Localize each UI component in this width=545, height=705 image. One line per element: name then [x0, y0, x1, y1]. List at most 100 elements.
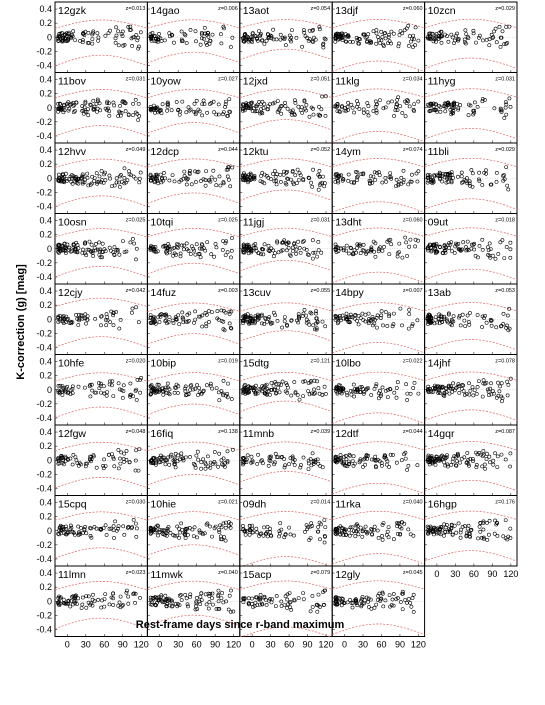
data-point	[285, 176, 290, 181]
data-point	[287, 525, 292, 530]
panel-title: 15acp	[243, 569, 272, 581]
data-point	[162, 600, 167, 604]
data-point	[440, 314, 444, 319]
data-point	[241, 247, 246, 252]
data-point	[61, 597, 66, 602]
data-point	[178, 593, 183, 597]
data-point	[335, 321, 340, 326]
data-point	[407, 104, 412, 109]
data-point	[323, 37, 328, 42]
data-point	[283, 463, 288, 468]
redshift-label: z=0.055	[310, 288, 330, 294]
data-point	[371, 109, 376, 113]
data-point	[480, 237, 485, 242]
x-tick-label: 90	[487, 569, 497, 579]
data-point	[73, 38, 78, 43]
data-point	[200, 113, 205, 118]
data-point	[354, 246, 359, 251]
data-point	[177, 179, 182, 184]
data-point	[480, 247, 485, 252]
x-tick-label: 60	[284, 640, 294, 650]
upper-model-curve	[54, 89, 148, 99]
data-point	[257, 313, 262, 318]
data-point	[285, 597, 290, 602]
data-point	[148, 178, 153, 183]
data-point	[289, 393, 294, 398]
data-point	[97, 101, 102, 106]
data-point	[154, 462, 158, 467]
data-point	[466, 320, 471, 324]
data-point	[333, 458, 338, 463]
data-point	[66, 601, 70, 606]
data-point	[220, 248, 225, 252]
data-point	[135, 377, 140, 382]
data-point	[112, 183, 117, 188]
data-point	[274, 381, 279, 386]
data-point	[258, 597, 263, 602]
lower-model-curve	[332, 482, 425, 495]
data-point	[398, 29, 403, 34]
data-point	[153, 172, 158, 177]
data-point	[62, 601, 67, 606]
data-point	[266, 243, 271, 248]
data-point	[99, 526, 104, 531]
data-point	[240, 456, 245, 461]
data-point	[291, 459, 295, 464]
data-point	[347, 527, 351, 532]
data-point	[450, 386, 455, 391]
data-point	[79, 313, 84, 318]
data-point	[349, 180, 354, 185]
data-point	[89, 454, 94, 459]
data-point	[497, 24, 502, 29]
data-point	[96, 597, 101, 602]
data-point	[441, 393, 446, 398]
y-tick-label: 0.4	[39, 145, 52, 155]
data-point	[292, 597, 297, 602]
data-point	[404, 382, 409, 387]
data-point	[475, 105, 480, 109]
data-point	[250, 37, 255, 42]
y-tick-label: -0.4	[36, 201, 52, 211]
panel-title: 10hie	[150, 499, 176, 511]
data-point	[480, 183, 485, 187]
data-point	[275, 239, 280, 244]
data-point	[214, 112, 219, 117]
data-point	[242, 596, 247, 601]
data-point	[208, 524, 212, 529]
data-point	[258, 532, 263, 537]
data-point	[498, 35, 503, 40]
data-point	[206, 606, 211, 611]
data-point	[466, 457, 471, 462]
data-point	[177, 457, 182, 462]
data-point	[107, 602, 112, 607]
data-point	[262, 594, 267, 599]
data-point	[400, 607, 405, 612]
data-point	[389, 29, 394, 34]
data-point	[278, 104, 283, 109]
data-point	[314, 321, 319, 326]
data-point	[433, 462, 438, 467]
data-point	[261, 252, 266, 257]
data-point	[205, 30, 210, 35]
redshift-label: z=0.007	[403, 288, 423, 294]
data-point	[344, 311, 349, 316]
data-point	[201, 388, 206, 393]
data-point	[200, 243, 205, 248]
data-point	[85, 247, 90, 252]
data-point	[200, 313, 205, 318]
data-point	[298, 108, 303, 113]
data-point	[58, 106, 63, 111]
data-point	[221, 327, 226, 332]
data-point	[489, 318, 494, 323]
data-point	[374, 602, 379, 607]
data-point	[315, 457, 320, 462]
data-point	[116, 466, 121, 471]
data-point	[358, 390, 363, 394]
data-point	[225, 395, 230, 400]
data-point	[90, 181, 94, 186]
x-tick-label: 120	[411, 640, 426, 650]
data-point	[87, 247, 91, 252]
data-point	[405, 98, 410, 102]
data-point	[148, 315, 153, 320]
data-point	[301, 591, 306, 596]
